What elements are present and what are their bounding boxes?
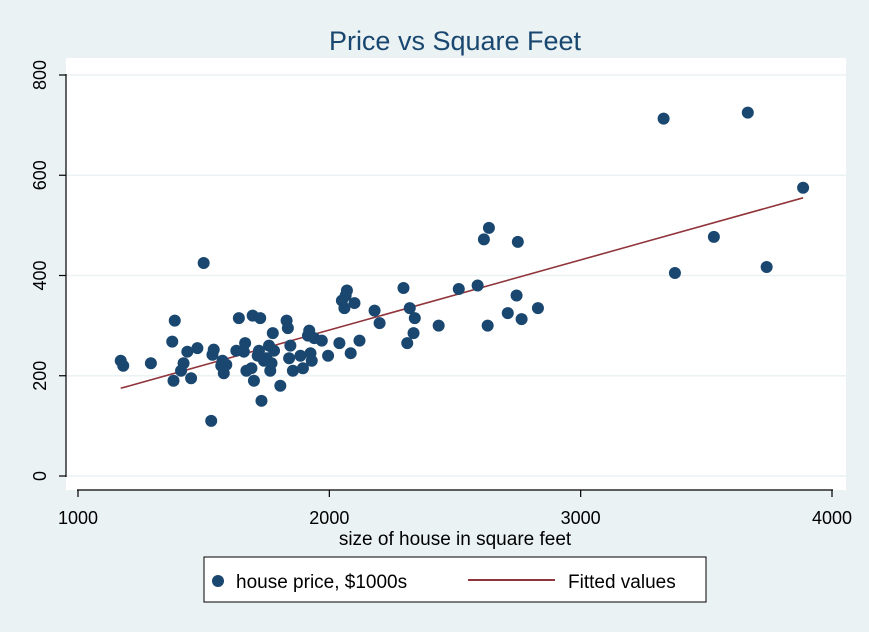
plot-area [66, 58, 846, 490]
x-tick-label-2000: 2000 [309, 508, 349, 528]
x-axis-label: size of house in square feet [339, 529, 572, 550]
data-point-69 [452, 283, 465, 296]
data-point-79 [657, 112, 670, 125]
data-point-36 [266, 327, 279, 340]
data-point-11 [197, 256, 210, 269]
data-point-26 [247, 374, 260, 387]
data-point-12 [205, 414, 218, 427]
data-point-82 [741, 106, 754, 119]
data-point-66 [407, 327, 420, 340]
data-point-5 [168, 314, 181, 327]
data-point-10 [191, 342, 204, 355]
legend-label-points: house price, $1000s [236, 572, 407, 593]
data-point-83 [760, 260, 773, 273]
data-point-52 [322, 349, 335, 362]
data-point-8 [181, 345, 194, 358]
data-point-51 [315, 334, 328, 347]
legend-box [203, 556, 707, 603]
data-point-58 [344, 347, 357, 360]
data-point-80 [668, 266, 681, 279]
data-point-73 [482, 221, 495, 234]
y-tick-label-600: 600 [30, 160, 50, 190]
data-point-28 [252, 344, 265, 357]
data-point-81 [707, 230, 720, 243]
data-point-72 [481, 319, 494, 332]
y-tick-label-400: 400 [30, 260, 50, 290]
data-point-40 [281, 322, 294, 335]
data-point-75 [510, 289, 523, 302]
data-point-76 [511, 235, 524, 248]
data-point-65 [403, 302, 416, 315]
data-point-44 [294, 349, 307, 362]
data-point-41 [283, 352, 296, 365]
chart-title: Price vs Square Feet [329, 26, 582, 56]
data-point-29 [254, 312, 267, 325]
data-point-71 [477, 233, 490, 246]
data-point-30 [255, 394, 268, 407]
axes: 0 200 400 600 800 1000 2000 3000 4000 [30, 60, 852, 528]
data-point-84 [797, 181, 810, 194]
data-point-20 [232, 312, 245, 325]
x-tick-label-4000: 4000 [812, 508, 852, 528]
data-point-67 [408, 312, 421, 325]
legend: house price, $1000s Fitted values [203, 556, 707, 603]
data-point-18 [220, 358, 233, 371]
data-point-7 [177, 357, 190, 370]
data-point-37 [268, 344, 281, 357]
data-point-55 [338, 302, 351, 315]
y-tick-label-200: 200 [30, 361, 50, 391]
x-tick-label-3000: 3000 [561, 508, 601, 528]
data-point-53 [333, 337, 346, 350]
data-point-35 [265, 357, 278, 370]
data-point-43 [286, 364, 299, 377]
x-tick-label-1000: 1000 [58, 508, 98, 528]
data-point-3 [166, 335, 179, 348]
data-point-57 [340, 284, 353, 297]
y-tick-label-0: 0 [30, 471, 50, 481]
legend-label-fit: Fitted values [568, 572, 676, 593]
data-points [114, 106, 810, 427]
data-point-62 [373, 317, 386, 330]
data-point-74 [501, 307, 514, 320]
data-point-45 [296, 362, 309, 375]
data-point-42 [284, 339, 297, 352]
data-point-9 [185, 372, 198, 385]
y-tick-label-800: 800 [30, 60, 50, 90]
data-point-1 [117, 359, 130, 372]
data-point-38 [274, 379, 287, 392]
data-point-24 [245, 362, 258, 375]
data-point-64 [401, 337, 414, 350]
data-point-2 [144, 357, 157, 370]
data-point-70 [471, 279, 484, 292]
data-point-78 [531, 302, 544, 315]
data-point-60 [353, 334, 366, 347]
data-point-61 [368, 304, 381, 317]
data-point-22 [239, 337, 252, 350]
data-point-63 [397, 282, 410, 295]
data-point-14 [207, 343, 220, 356]
data-point-49 [305, 354, 318, 367]
data-point-77 [515, 313, 528, 326]
data-point-4 [167, 374, 180, 387]
legend-marker-points [212, 575, 224, 587]
data-point-59 [348, 297, 361, 310]
data-point-68 [432, 319, 445, 332]
